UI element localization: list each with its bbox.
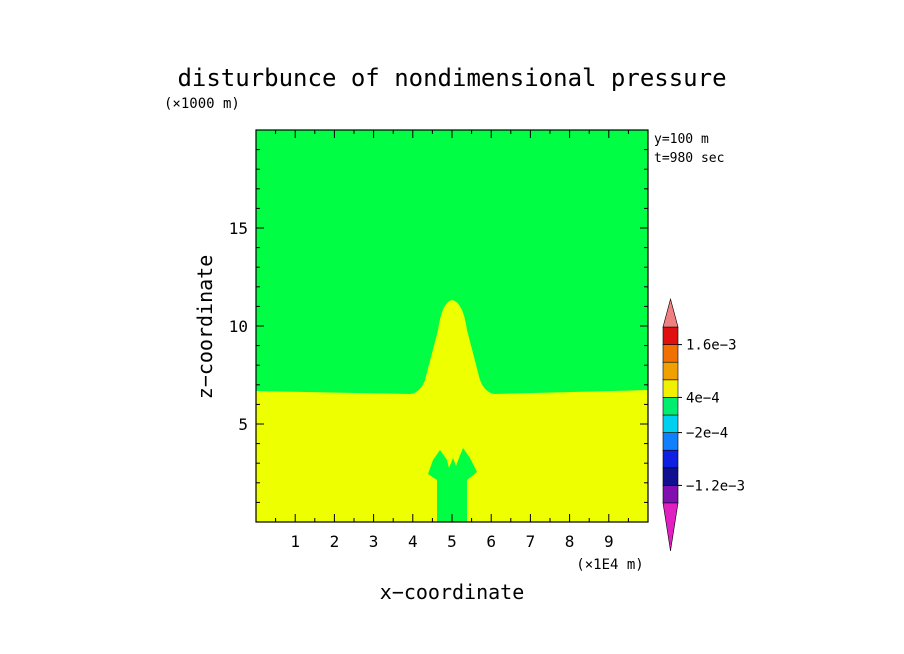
colorbar-lower-arrow (662, 502, 679, 552)
chart-title: disturbunce of nondimensional pressure (177, 64, 726, 92)
x-tick-label: 4 (408, 532, 418, 551)
y-tick-label: 10 (229, 317, 248, 336)
x-tick-label: 7 (526, 532, 536, 551)
y-tick-label: 5 (238, 415, 248, 434)
x-tick-label: 2 (330, 532, 340, 551)
colorbar-segment (662, 432, 679, 451)
colorbar-label: −2e−4 (686, 426, 728, 442)
lower-green-feature (428, 448, 477, 522)
x-axis-label: x−coordinate (380, 580, 525, 604)
y-axis-label: z−coordinate (193, 255, 217, 400)
colorbar-segment (662, 485, 679, 504)
info-time: t=980 sec (654, 151, 724, 166)
colorbar-segment (662, 361, 679, 381)
x-tick-label: 6 (486, 532, 496, 551)
colorbar-label: −1.2e−3 (686, 478, 745, 494)
x-tick-label: 8 (565, 532, 575, 551)
plot-area: 1 2 3 4 5 6 7 8 9 5 10 15 (229, 129, 649, 551)
y-unit-label: (×1000 m) (164, 96, 240, 112)
colorbar-segment (662, 344, 679, 363)
x-tick-label: 3 (369, 532, 379, 551)
colorbar-segment (662, 414, 679, 433)
colorbar-upper-arrow (662, 297, 679, 328)
colorbar-segment (662, 397, 679, 416)
lower-region (256, 300, 648, 522)
colorbar-segment (662, 449, 679, 469)
colorbar-segment (662, 467, 679, 486)
x-tick-label: 9 (604, 532, 614, 551)
x-tick-label: 5 (447, 532, 457, 551)
colorbar-label: 4e−4 (686, 390, 720, 406)
y-ticks: 5 10 15 (229, 149, 648, 503)
colorbar-segment (662, 379, 679, 398)
colorbar-segment (662, 326, 679, 345)
y-tick-label: 15 (229, 219, 248, 238)
x-unit-label: (×1E4 m) (576, 557, 643, 573)
colorbar-label: 1.6e−3 (686, 338, 737, 354)
info-y-position: y=100 m (654, 132, 709, 147)
x-tick-label: 1 (290, 532, 300, 551)
x-ticks: 1 2 3 4 5 6 7 8 9 (275, 130, 629, 551)
colorbar: 1.6e−3 4e−4 −2e−4 −1.2e−3 (662, 297, 745, 552)
